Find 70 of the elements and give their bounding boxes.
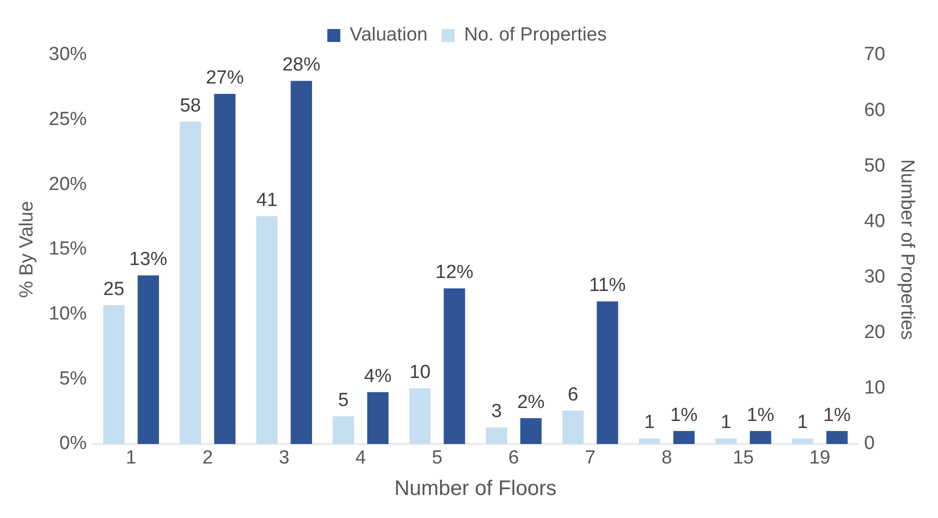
y2-tick-label: 60 [864, 100, 886, 121]
legend-label: No. of Properties [464, 24, 607, 46]
y-tick-label: 15% [48, 238, 87, 260]
data-label: 10 [409, 362, 431, 384]
y2-tick-label: 40 [864, 210, 886, 232]
data-label: 12% [435, 262, 474, 284]
bar [826, 431, 848, 444]
y-tick-label: 0% [59, 433, 87, 454]
y-tick-label: 5% [59, 368, 87, 390]
bar [409, 388, 431, 444]
bar [103, 305, 125, 444]
x-tick-label: 4 [355, 448, 366, 469]
y2-tick-label: 70 [864, 44, 886, 66]
bar [673, 431, 695, 444]
x-tick-label: 1 [126, 448, 136, 469]
x-tick-label: 3 [278, 448, 290, 469]
bar [332, 416, 354, 444]
y-tick-label: 25% [48, 109, 87, 130]
y-tick-label: 30% [48, 44, 87, 66]
bar [596, 301, 618, 444]
data-label: 1% [746, 404, 774, 426]
x-tick-label: 8 [661, 448, 672, 469]
data-label: 3 [491, 401, 502, 422]
bar [486, 427, 508, 444]
bar [290, 80, 312, 444]
x-tick-label: 5 [432, 448, 442, 469]
bar [715, 438, 737, 444]
x-tick-label: 7 [584, 448, 596, 469]
bar [562, 410, 584, 444]
y2-axis-title: Number of Properties [896, 159, 918, 340]
data-label: 1% [670, 404, 698, 426]
x-tick-label: 15 [732, 448, 754, 469]
data-label: 41 [256, 190, 278, 211]
bar [180, 122, 202, 444]
data-label: 2% [517, 392, 545, 413]
data-label: 25 [103, 278, 124, 300]
bar [444, 288, 466, 444]
x-tick-label: 2 [202, 448, 213, 469]
bar [638, 438, 660, 444]
data-label: 1% [823, 404, 851, 426]
x-tick-label: 19 [809, 448, 830, 469]
y-tick-label: 10% [48, 304, 87, 325]
y-tick-label: 20% [48, 174, 87, 195]
data-label: 1 [644, 412, 655, 434]
bar [138, 275, 159, 444]
bar [214, 94, 236, 444]
x-axis-title: Number of Floors [394, 477, 557, 500]
bar [367, 392, 389, 444]
data-label: 11% [589, 275, 626, 296]
bar [792, 438, 814, 444]
data-label: 1 [797, 412, 808, 434]
y2-tick-label: 30 [864, 266, 886, 288]
data-label: 58 [180, 95, 201, 116]
data-label: 13% [129, 249, 168, 270]
data-label: 27% [206, 68, 244, 89]
y2-tick-label: 50 [864, 155, 886, 176]
data-label: 6 [568, 384, 578, 406]
y2-tick-label: 20 [864, 322, 886, 344]
y2-tick-label: 10 [864, 378, 886, 399]
bar [256, 216, 278, 444]
data-label: 28% [282, 54, 320, 76]
legend-label: Valuation [350, 24, 428, 46]
x-tick-label: 6 [508, 448, 519, 469]
bar [750, 431, 772, 444]
data-label: 5 [338, 390, 349, 411]
y-axis-title: % By Value [16, 201, 38, 298]
data-label: 4% [364, 366, 392, 387]
data-label: 1 [720, 412, 732, 434]
y2-tick-label: 0 [864, 433, 875, 454]
bar [520, 418, 542, 444]
